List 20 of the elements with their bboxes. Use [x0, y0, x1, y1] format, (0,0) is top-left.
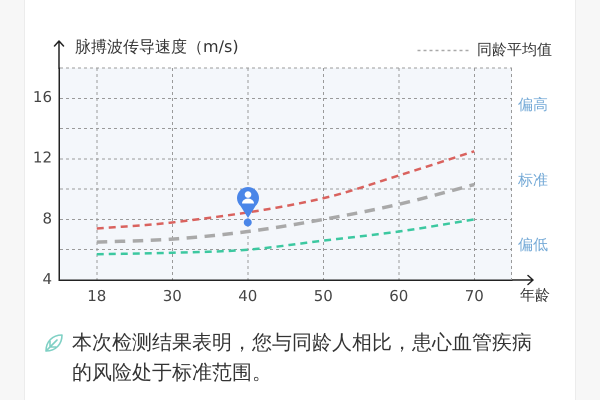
text: 本次检测结果表明，您与同龄人相比，患心血管疾病的风险处于标准范围。 — [72, 329, 533, 386]
text: 偏低 — [518, 236, 548, 254]
legend-label: 同龄平均值 — [477, 40, 552, 58]
text: 偏高 — [518, 96, 548, 114]
x-axis-title: 年龄 — [520, 286, 550, 304]
line-series — [96, 218, 476, 256]
y-tick-label: 8 — [42, 209, 52, 228]
x-tick-label: 30 — [162, 286, 182, 305]
x-tick-label: 40 — [238, 286, 258, 305]
x-tick-label: 18 — [87, 286, 106, 305]
text: 标准 — [517, 171, 548, 190]
x-tick-label: 50 — [314, 286, 333, 305]
y-tick-label: 16 — [32, 88, 52, 106]
x-tick-label: 70 — [464, 286, 484, 305]
y-axis-title: 脉搏波传导速度（m/s) — [75, 37, 239, 56]
x-tick-label: 60 — [389, 286, 408, 305]
line-series — [96, 150, 476, 230]
y-tick-label: 12 — [32, 148, 52, 167]
y-tick-label: 4 — [42, 270, 52, 288]
line-series — [95, 182, 476, 244]
